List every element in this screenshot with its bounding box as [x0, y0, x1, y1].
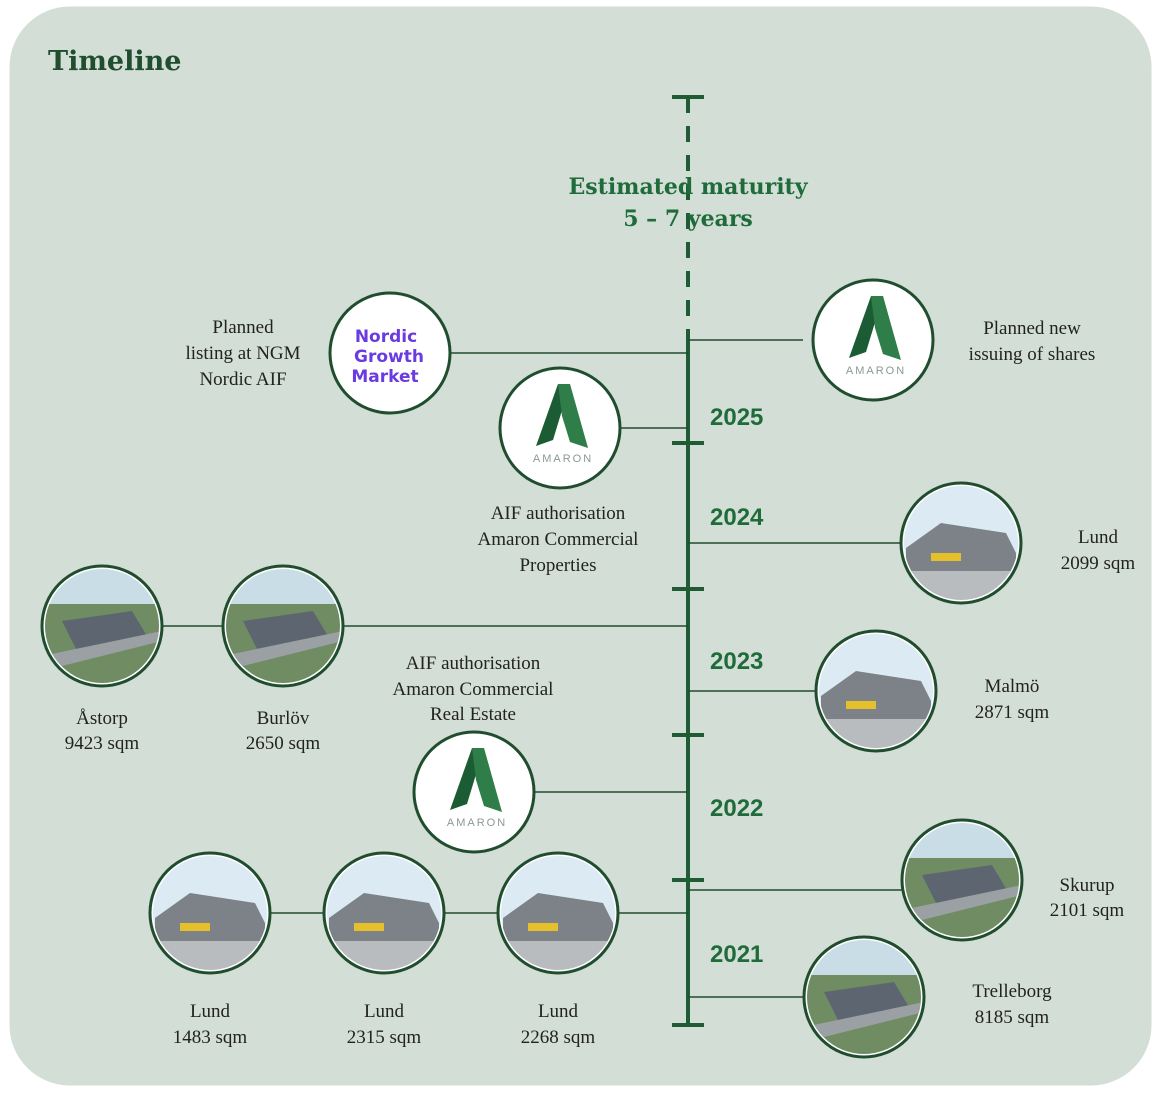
maturity: Estimated maturity: [569, 174, 809, 200]
property-place: Lund: [364, 1001, 405, 1022]
year: 2022: [710, 795, 763, 822]
event-label: AIF authorisation: [491, 503, 626, 524]
event-label: Amaron Commercial: [393, 679, 554, 700]
property-place: Trelleborg: [972, 981, 1052, 1002]
property-area: 2871 sqm: [975, 702, 1050, 723]
event-label: Real Estate: [430, 704, 516, 725]
amaron-mark: [502, 370, 618, 486]
amaron-mark: [815, 282, 931, 398]
year: 2023: [710, 648, 763, 675]
property-place: Lund: [538, 1001, 579, 1022]
event-label: listing at NGM: [185, 343, 300, 364]
property-area: 1483 sqm: [173, 1027, 248, 1048]
property-place: Skurup: [1060, 875, 1115, 896]
event-label: Amaron Commercial: [478, 529, 639, 550]
event-label: Planned: [212, 317, 274, 338]
ngm-text: Market: [351, 367, 418, 387]
event-label: Nordic AIF: [199, 369, 286, 390]
title: Timeline: [48, 46, 181, 77]
event-label: Properties: [519, 555, 596, 576]
ngm-text: Growth: [354, 347, 424, 367]
amaron-text: AMARON: [533, 453, 593, 465]
property-place: Lund: [190, 1001, 231, 1022]
maturity: 5 – 7 years: [623, 206, 753, 232]
property-area: 9423 sqm: [65, 733, 140, 754]
property-place: Malmö: [985, 676, 1040, 697]
year: 2025: [710, 404, 763, 431]
ngm-logo: [328, 291, 452, 415]
year: 2021: [710, 941, 763, 968]
year: 2024: [710, 504, 764, 531]
property-area: 8185 sqm: [975, 1007, 1050, 1028]
property-area: 2268 sqm: [521, 1027, 596, 1048]
property-area: 2099 sqm: [1061, 553, 1136, 574]
amaron-text: AMARON: [846, 365, 906, 377]
axis-ticks: [672, 95, 704, 1027]
property-photos: [40, 481, 1024, 1059]
amaron-text: AMARON: [447, 817, 507, 829]
event-label: AIF authorisation: [406, 653, 541, 674]
property-place: Åstorp: [76, 708, 128, 729]
panel: [6, 3, 1155, 1089]
property-area: 2101 sqm: [1050, 900, 1125, 921]
property-place: Lund: [1078, 527, 1119, 548]
property-area: 2315 sqm: [347, 1027, 422, 1048]
connectors: [162, 339, 902, 998]
event-label: issuing of shares: [969, 344, 1096, 365]
property-place: Burlöv: [257, 708, 310, 729]
ngm-text: Nordic: [355, 327, 417, 347]
amaron-mark: [416, 734, 532, 850]
event-label: Planned new: [983, 318, 1081, 339]
property-area: 2650 sqm: [246, 733, 321, 754]
